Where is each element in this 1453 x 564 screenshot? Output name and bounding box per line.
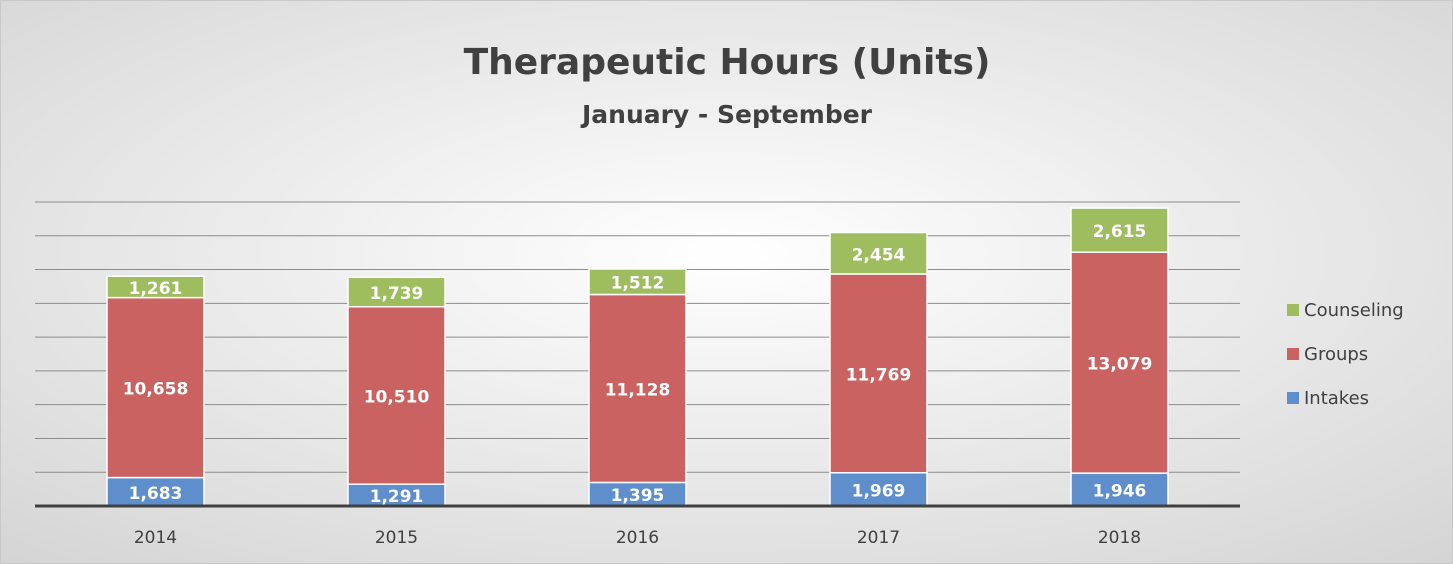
bar-segment bbox=[588, 268, 687, 296]
data-label: 1,512 bbox=[611, 274, 665, 294]
x-tick-label: 2015 bbox=[375, 528, 418, 548]
bar-segment bbox=[829, 231, 928, 275]
data-label: 13,079 bbox=[1087, 355, 1153, 375]
legend-label: Counseling bbox=[1304, 300, 1404, 321]
data-label: 1,946 bbox=[1093, 482, 1147, 502]
legend-swatch bbox=[1287, 304, 1299, 316]
bar-segment bbox=[1070, 251, 1169, 474]
data-label: 1,739 bbox=[370, 284, 424, 304]
bar-segment bbox=[829, 471, 928, 507]
data-label: 1,291 bbox=[370, 487, 424, 507]
x-tick-label: 2018 bbox=[1098, 528, 1141, 548]
legend-swatch bbox=[1287, 392, 1299, 404]
data-label: 2,615 bbox=[1093, 222, 1147, 242]
bar-segment bbox=[1070, 207, 1169, 253]
data-label: 11,128 bbox=[605, 380, 671, 400]
data-label: 1,261 bbox=[129, 279, 183, 299]
legend-swatch bbox=[1287, 348, 1299, 360]
data-label: 11,769 bbox=[846, 365, 912, 385]
chart-title: Therapeutic Hours (Units) bbox=[464, 42, 991, 83]
x-tick-label: 2017 bbox=[857, 528, 900, 548]
data-label: 1,969 bbox=[852, 481, 906, 501]
data-label: 10,510 bbox=[364, 387, 430, 407]
x-tick-label: 2016 bbox=[616, 528, 659, 548]
legend-label: Intakes bbox=[1304, 388, 1369, 409]
data-label: 2,454 bbox=[852, 245, 906, 265]
bar-segment bbox=[347, 305, 446, 485]
bar-segment bbox=[347, 276, 446, 308]
bar-segment bbox=[1070, 472, 1169, 507]
bar-segment bbox=[588, 293, 687, 484]
bar-segment bbox=[106, 275, 205, 299]
data-label: 10,658 bbox=[123, 380, 189, 400]
data-label: 1,395 bbox=[611, 486, 665, 506]
x-tick-label: 2014 bbox=[134, 528, 177, 548]
legend-label: Groups bbox=[1304, 344, 1368, 365]
bar-segment bbox=[829, 273, 928, 474]
bar-segment bbox=[106, 296, 205, 479]
data-label: 1,683 bbox=[129, 484, 183, 504]
chart-subtitle: January - September bbox=[580, 100, 873, 129]
